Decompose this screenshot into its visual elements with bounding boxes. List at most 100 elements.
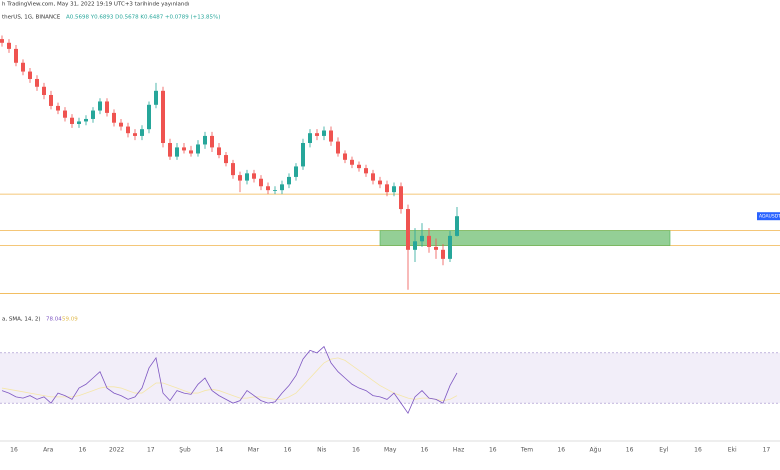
x-tick-label: 16	[626, 447, 634, 454]
x-tick-label: 16	[421, 447, 429, 454]
candle-body	[91, 110, 95, 119]
candle-body	[308, 133, 312, 144]
x-tick-label: 16	[284, 447, 292, 454]
candle-body	[77, 121, 81, 124]
candle-body	[140, 129, 144, 136]
x-tick-label: Haz	[453, 447, 464, 454]
x-tick-label: Nis	[317, 447, 326, 454]
candle-body	[350, 159, 354, 165]
candle-body	[217, 147, 221, 156]
candle-body	[399, 186, 403, 210]
x-tick-label: 16	[489, 447, 497, 454]
candle-body	[161, 90, 165, 144]
candle-body	[441, 249, 445, 259]
candle-body	[455, 216, 459, 236]
candle-body	[56, 105, 60, 111]
candle-body	[84, 118, 88, 122]
candle-body	[63, 110, 67, 118]
candle-body	[301, 143, 305, 167]
price-tag-box	[757, 212, 780, 221]
candle-body	[35, 78, 39, 87]
candle-body	[154, 90, 158, 105]
rsi-line	[1, 345, 458, 415]
candle-body	[294, 166, 298, 177]
candle-body	[189, 150, 193, 154]
candle-body	[315, 133, 319, 136]
candle-body	[231, 163, 235, 176]
rsi-band	[0, 352, 780, 404]
candle-body	[210, 135, 214, 148]
x-tick-label: Mar	[248, 447, 260, 454]
x-tick-label: Eki	[728, 447, 737, 454]
x-tick-label: 16	[10, 447, 18, 454]
candle-body	[420, 235, 424, 242]
x-tick-label: Eyl	[659, 447, 668, 454]
candle-body	[406, 209, 410, 250]
candle-body	[98, 101, 102, 111]
candle-body	[378, 180, 382, 185]
candle-body	[385, 184, 389, 193]
sma-value: 59.09	[62, 317, 78, 323]
x-tick-label: Şub	[179, 447, 191, 454]
candle-body	[280, 184, 284, 191]
x-tick-label: 16	[79, 447, 87, 454]
candle-body	[196, 144, 200, 154]
candle-body	[287, 176, 291, 185]
candle-body	[168, 143, 172, 157]
candle-body	[259, 178, 263, 187]
candle-body	[252, 173, 256, 179]
candle-body	[343, 153, 347, 160]
x-tick-label: 14	[215, 447, 223, 454]
x-tick-label: May	[384, 447, 397, 454]
candle-body	[203, 135, 207, 145]
candle-body	[224, 155, 228, 164]
x-tick-label: 17	[763, 447, 771, 454]
candle-body	[329, 130, 333, 142]
candle-body	[49, 94, 53, 106]
rsi-sma-line	[1, 357, 458, 402]
symbol: therUS, 1G, BINANCE	[2, 15, 61, 21]
candle-body	[357, 164, 361, 169]
candle-body	[371, 173, 375, 181]
x-tick-label: 17	[147, 447, 155, 454]
candle-body	[434, 246, 438, 250]
candle-body	[336, 141, 340, 154]
candle-body	[42, 86, 46, 95]
x-tick-label: 16	[352, 447, 360, 454]
candle-body	[364, 168, 368, 174]
candle-body	[266, 186, 270, 191]
x-tick-label: Ağu	[590, 447, 602, 454]
candle-body	[182, 147, 186, 151]
rsi-label: a, SMA, 14, 2)	[2, 317, 41, 323]
candle-body	[119, 122, 123, 127]
candle-body	[14, 48, 18, 63]
x-tick-label: 16	[694, 447, 702, 454]
price-tag: ADAUSDT	[759, 214, 780, 220]
candle-body	[28, 71, 32, 79]
x-tick-label: Tem	[520, 447, 533, 454]
candle-body	[322, 130, 326, 136]
candle-body	[175, 147, 179, 157]
candle-body	[21, 62, 25, 72]
x-tick-label: Ara	[43, 447, 54, 454]
candle-body	[392, 186, 396, 193]
candle-body	[7, 42, 11, 49]
candle-body	[133, 133, 137, 136]
candle-body	[448, 235, 452, 259]
candle-body	[105, 101, 109, 113]
x-tick-label: 16	[557, 447, 565, 454]
candle-body	[427, 235, 431, 247]
candle-body	[245, 173, 249, 181]
candle-body	[0, 39, 4, 43]
rsi-value: 78.04	[46, 317, 62, 323]
ohlc-text: A0.5698 Y0.6893 D0.5678 K0.6487 +0.0789 …	[66, 15, 220, 21]
candle-body	[126, 126, 130, 134]
candle-body	[147, 104, 151, 130]
candle-body	[70, 117, 74, 124]
demand-zone	[379, 230, 671, 246]
candle-body	[112, 112, 116, 123]
published-note: h TradingView.com, May 31, 2022 19:19 UT…	[2, 2, 190, 8]
candle-body	[273, 190, 277, 191]
candle-body	[413, 241, 417, 250]
